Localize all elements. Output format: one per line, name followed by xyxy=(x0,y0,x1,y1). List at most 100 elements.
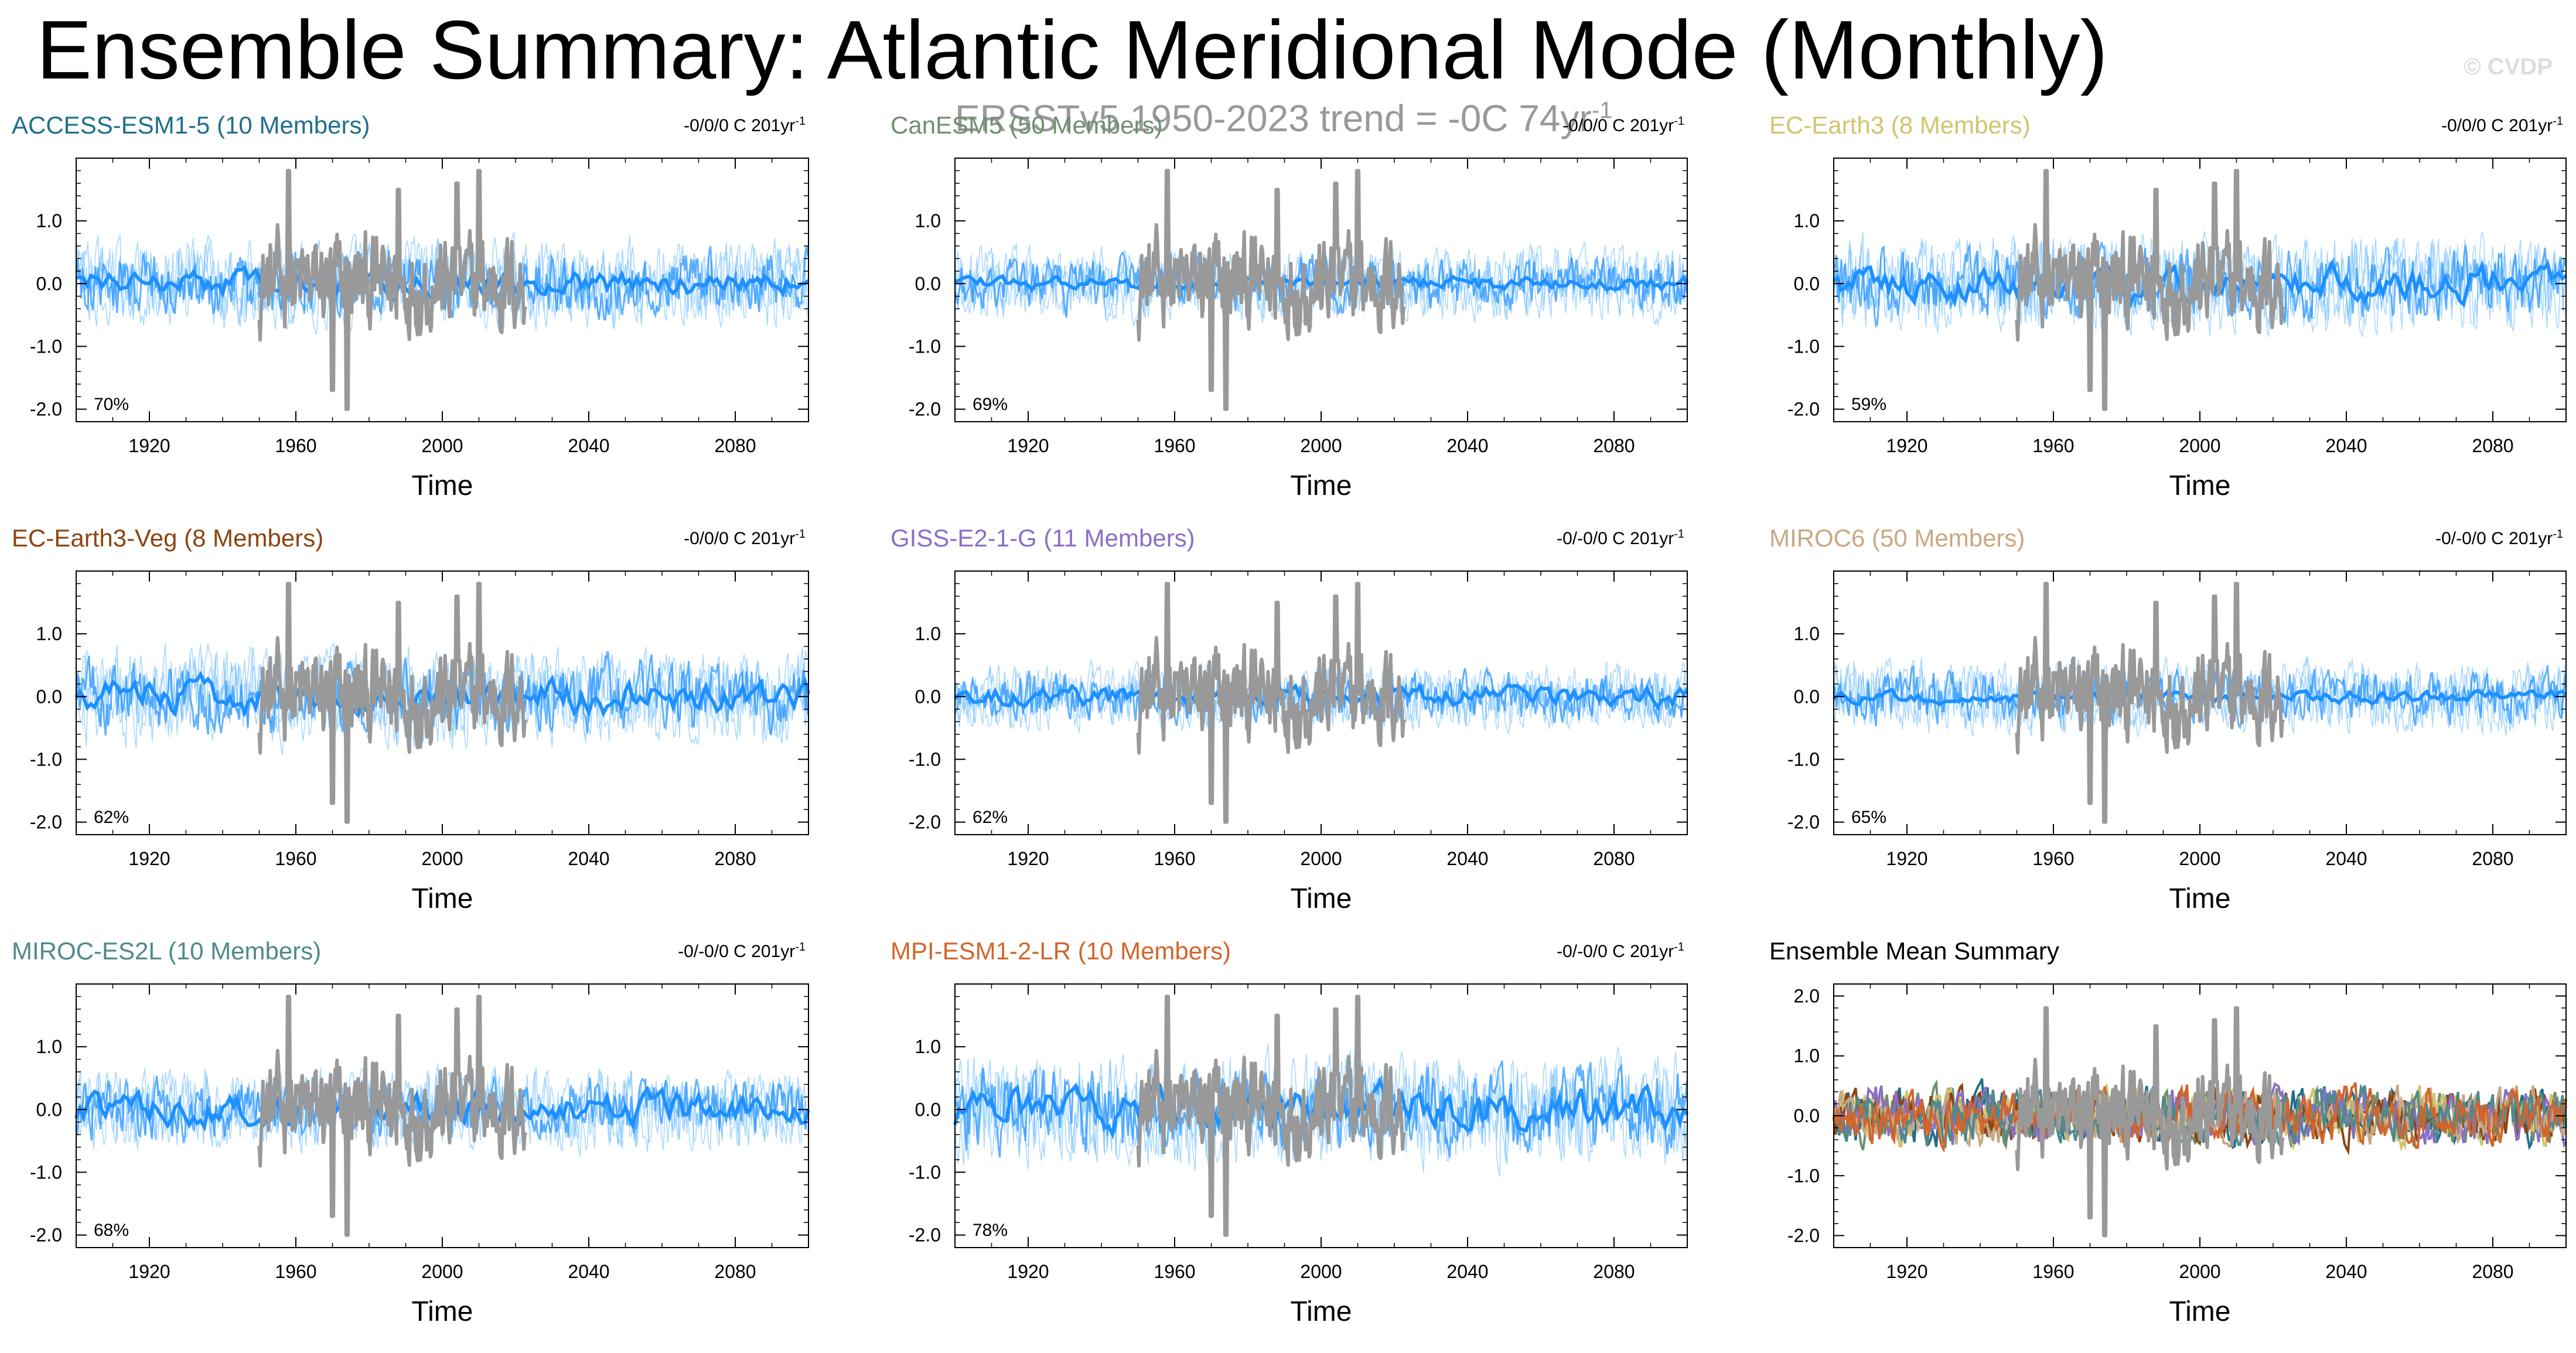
chart-plot-area: 1920 1960 2000 2040 2080 -2.0 -1.0 0.0 1.0 65% Tim… xyxy=(1769,554,2576,928)
y-tick-label: 0.0 xyxy=(1794,686,1820,707)
observation-line xyxy=(2015,169,2285,411)
panel-trend-label: -0/-0/0 C 201yr-1 xyxy=(1557,941,1684,962)
chart-plot-area: 1920 1960 2000 2040 2080 -2.0 -1.0 0.0 1.0 68% Tim… xyxy=(12,966,844,1341)
y-tick-label: -2.0 xyxy=(909,399,941,420)
y-tick-label: 0.0 xyxy=(915,686,941,707)
chart-panel: GISS-E2-1-G (11 Members) -0/-0/0 C 201yr-… xyxy=(890,524,1722,934)
plot-marks xyxy=(74,582,810,824)
panel-title: GISS-E2-1-G (11 Members) xyxy=(890,524,1195,552)
x-tick-label: 2080 xyxy=(1593,435,1635,456)
plot-marks xyxy=(1833,1006,2567,1238)
panel-title: Ensemble Mean Summary xyxy=(1769,937,2059,965)
chart-svg: 1920 1960 2000 2040 2080 -2.0 -1.0 0.0 1.0 65% Tim… xyxy=(1787,570,2568,914)
panel-trend-text: -0/0/0 C 201yr xyxy=(1562,116,1674,135)
plot-marks xyxy=(74,995,810,1237)
y-tick-label: -2.0 xyxy=(1787,1225,1820,1246)
y-tick-label: 0.0 xyxy=(36,686,62,707)
y-tick-label: -1.0 xyxy=(1787,1165,1820,1186)
y-tick-label: 0.0 xyxy=(1794,1105,1820,1126)
y-tick-label: -2.0 xyxy=(1787,812,1820,833)
percent-label: 62% xyxy=(94,808,129,827)
x-tick-label: 1920 xyxy=(1007,435,1049,456)
x-tick-label: 1960 xyxy=(275,1261,316,1282)
x-axis-label: Time xyxy=(2169,1296,2231,1327)
y-tick-label: -1.0 xyxy=(1787,336,1820,357)
x-tick-label: 2000 xyxy=(2179,1261,2220,1282)
x-tick-label: 2080 xyxy=(2472,848,2513,869)
observation-line xyxy=(257,582,528,824)
panel-trend-label: -0/0/0 C 201yr-1 xyxy=(684,528,806,549)
y-tick-label: 0.0 xyxy=(915,1099,941,1120)
panel-title: ACCESS-ESM1-5 (10 Members) xyxy=(12,111,370,139)
x-tick-label: 2040 xyxy=(568,435,609,456)
plot-marks xyxy=(75,169,810,411)
x-tick-label: 2000 xyxy=(2179,435,2220,456)
x-tick-label: 1920 xyxy=(1886,435,1927,456)
y-tick-label: 1.0 xyxy=(36,210,62,231)
panel-trend-text: -0/-0/0 C 201yr xyxy=(1557,529,1674,548)
x-tick-label: 2080 xyxy=(714,848,756,869)
y-tick-label: 1.0 xyxy=(915,623,941,644)
x-axis-label: Time xyxy=(1291,1296,1352,1327)
panel-trend-superscript: -1 xyxy=(1674,528,1684,541)
panel-trend-label: -0/0/0 C 201yr-1 xyxy=(684,115,806,136)
chart-plot-area: 1920 1960 2000 2040 2080 -2.0 -1.0 0.0 1.0 62% Tim… xyxy=(890,554,1722,928)
y-tick-label: -1.0 xyxy=(909,1161,941,1183)
panel-title: CanESM5 (50 Members) xyxy=(890,111,1163,139)
panel-trend-text: -0/-0/0 C 201yr xyxy=(2435,529,2553,548)
y-tick-label: 0.0 xyxy=(36,1099,62,1120)
percent-label: 70% xyxy=(94,395,129,414)
x-tick-label: 2040 xyxy=(568,1261,609,1282)
observation-trend-note: ERSSTv5 1950-2023 trend = -0C 74yr-1 xyxy=(955,97,1612,140)
x-tick-label: 1920 xyxy=(128,1261,170,1282)
panel-trend-label: -0/0/0 C 201yr-1 xyxy=(2441,115,2563,136)
panel-title: EC-Earth3 (8 Members) xyxy=(1769,111,2031,139)
plot-marks xyxy=(1832,169,2567,411)
x-axis-label: Time xyxy=(412,1296,473,1327)
chart-svg: 1920 1960 2000 2040 2080 -2.0 -1.0 0.0 1.0 62% Tim… xyxy=(909,570,1688,914)
panel-trend-text: -0/-0/0 C 201yr xyxy=(678,942,796,961)
panel-trend-superscript: -1 xyxy=(795,941,806,954)
panel-trend-superscript: -1 xyxy=(2553,528,2563,541)
chart-plot-area: 1920 1960 2000 2040 2080 -2.0 -1.0 0.0 1.0 69% Tim… xyxy=(890,141,1722,515)
y-tick-label: -1.0 xyxy=(30,749,62,770)
panel-trend-text: -0/-0/0 C 201yr xyxy=(1557,942,1674,961)
x-tick-label: 2080 xyxy=(1593,848,1635,869)
y-tick-label: 1.0 xyxy=(1794,623,1820,644)
x-tick-label: 2000 xyxy=(1300,435,1342,456)
observation-line xyxy=(1136,169,1407,411)
x-tick-label: 2080 xyxy=(2472,1261,2513,1282)
panel-title: EC-Earth3-Veg (8 Members) xyxy=(12,524,324,552)
x-axis-label: Time xyxy=(412,470,473,501)
x-tick-label: 2000 xyxy=(2179,848,2220,869)
percent-label: 69% xyxy=(973,395,1008,414)
observation-line xyxy=(257,169,528,411)
percent-label: 62% xyxy=(973,808,1008,827)
y-tick-label: -1.0 xyxy=(909,336,941,357)
chart-svg: 1920 1960 2000 2040 2080 -2.0 -1.0 0.0 1.0 78% Tim… xyxy=(909,983,1689,1327)
x-tick-label: 1960 xyxy=(275,848,316,869)
panel-title: MIROC-ES2L (10 Members) xyxy=(12,937,322,965)
y-tick-label: -2.0 xyxy=(1787,399,1820,420)
y-tick-label: -1.0 xyxy=(30,1161,62,1183)
panel-trend-superscript: -1 xyxy=(795,528,806,541)
panel-trend-superscript: -1 xyxy=(1674,941,1684,954)
panel-trend-superscript: -1 xyxy=(2553,115,2563,128)
x-tick-label: 2040 xyxy=(2325,1261,2367,1282)
x-tick-label: 2040 xyxy=(2325,435,2367,456)
x-tick-label: 2040 xyxy=(568,848,609,869)
observation-trend-text: ERSSTv5 1950-2023 trend = -0C 74yr xyxy=(955,97,1592,139)
y-tick-label: 1.0 xyxy=(36,623,62,644)
x-axis-label: Time xyxy=(2169,470,2231,501)
y-tick-label: -2.0 xyxy=(30,812,62,833)
chart-panel: CanESM5 (50 Members) -0/0/0 C 201yr-1 1920… xyxy=(890,111,1722,521)
x-tick-label: 1960 xyxy=(1154,1261,1195,1282)
x-tick-label: 1920 xyxy=(1007,1261,1049,1282)
ensemble-member-line xyxy=(954,1047,1687,1166)
panel-trend-label: -0/-0/0 C 201yr-1 xyxy=(2435,528,2563,549)
x-tick-label: 2040 xyxy=(1446,435,1488,456)
x-tick-label: 2080 xyxy=(1593,1261,1635,1282)
x-tick-label: 2080 xyxy=(714,435,756,456)
x-axis-label: Time xyxy=(2169,883,2231,914)
x-tick-label: 2000 xyxy=(421,435,463,456)
